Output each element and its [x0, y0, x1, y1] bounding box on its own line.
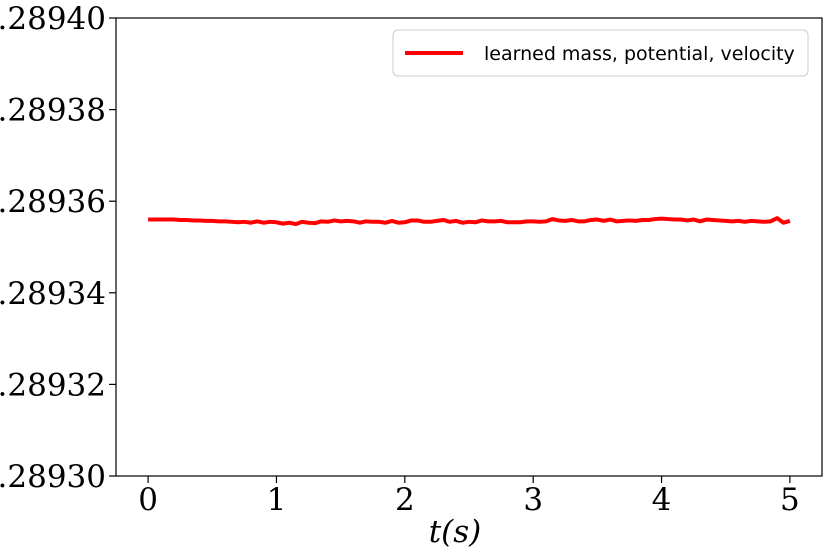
x-axis: 0 1 2 3 4 5	[138, 476, 800, 518]
x-tick-label: 4	[652, 482, 672, 518]
y-tick-label: 0.28936	[0, 184, 106, 220]
x-tick-label: 0	[138, 482, 158, 518]
legend-box	[392, 29, 809, 77]
y-tick-label: 0.28934	[0, 276, 106, 312]
x-tick-label: 3	[523, 482, 543, 518]
x-axis-label: t(s)	[429, 514, 482, 550]
plot-area	[115, 17, 823, 477]
y-tick-label: 0.28930	[0, 459, 106, 495]
legend: learned mass, potential, velocity	[392, 29, 809, 77]
y-tick-label: 0.28938	[0, 93, 106, 129]
x-tick-label: 2	[395, 482, 415, 518]
legend-entry-label: learned mass, potential, velocity	[484, 43, 795, 65]
x-tick-label: 1	[267, 482, 287, 518]
y-tick-label: 0.28940	[0, 1, 106, 37]
x-tick-label: 5	[780, 482, 800, 518]
series-layer	[148, 216, 791, 227]
y-tick-label: 0.28932	[0, 367, 106, 403]
y-axis: 0.28930 0.28932 0.28934 0.28936 0.28938 0.289…	[0, 1, 116, 495]
series-line	[148, 216, 791, 227]
